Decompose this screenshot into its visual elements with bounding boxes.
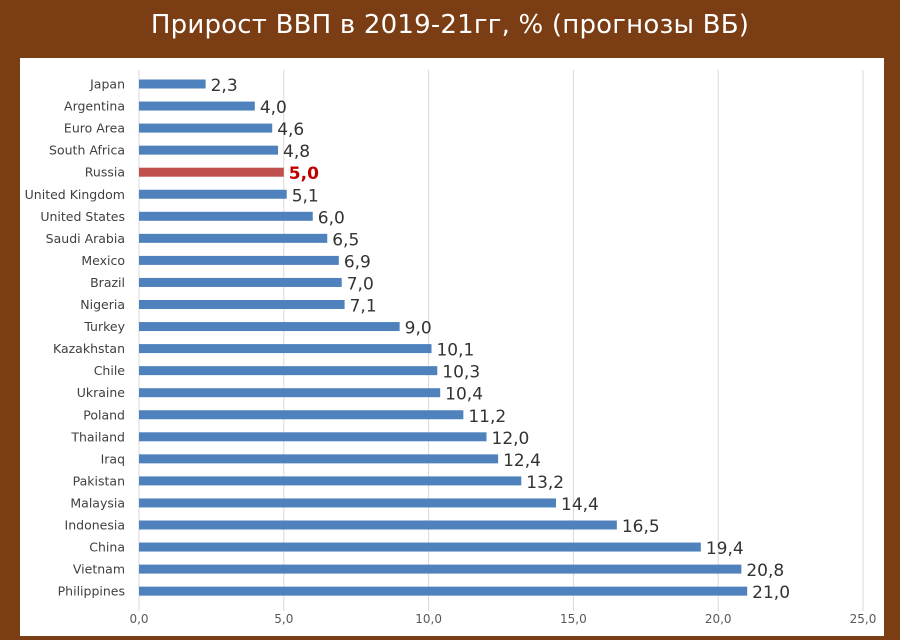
category-label: South Africa — [49, 143, 125, 158]
data-label: 5,1 — [292, 186, 319, 206]
bar — [139, 410, 464, 420]
bar — [139, 476, 522, 486]
data-label: 6,0 — [318, 208, 345, 228]
bar — [139, 79, 206, 89]
category-label: Vietnam — [73, 562, 125, 577]
category-label: Argentina — [64, 99, 125, 114]
data-label: 10,3 — [442, 363, 480, 383]
category-label: Saudi Arabia — [46, 231, 125, 246]
bar — [139, 432, 487, 442]
data-label: 4,8 — [283, 142, 310, 162]
bar — [139, 145, 279, 155]
category-label: Indonesia — [65, 518, 125, 533]
bar — [139, 300, 345, 309]
data-label: 4,0 — [260, 98, 287, 118]
category-label: Brazil — [90, 275, 125, 290]
data-label: 2,3 — [211, 76, 238, 96]
data-label: 21,0 — [752, 583, 790, 603]
category-label: Malaysia — [70, 495, 125, 510]
category-label: Iraq — [101, 451, 125, 466]
data-label: 12,4 — [503, 451, 541, 471]
gdp-growth-bar-chart: 0,0 5,0 10,0 15,0 20,0 25,0 Japan 2,3 Argentina 4… — [25, 70, 877, 626]
bar — [139, 322, 400, 332]
data-label: 19,4 — [706, 539, 744, 559]
x-tick-label: 15,0 — [560, 612, 587, 626]
bar — [139, 366, 438, 376]
data-label: 20,8 — [746, 561, 784, 581]
category-label: United Kingdom — [25, 187, 125, 202]
data-label: 6,5 — [332, 230, 359, 250]
data-label: 16,5 — [622, 517, 660, 537]
category-label: Euro Area — [64, 121, 125, 136]
category-label: Kazakhstan — [53, 341, 125, 356]
bar — [139, 498, 557, 508]
x-tick-label: 25,0 — [850, 612, 877, 626]
chart-title: Прирост ВВП в 2019-21гг, % (прогнозы ВБ) — [150, 10, 750, 40]
bar — [139, 211, 313, 221]
bar — [139, 255, 339, 265]
category-label: Ukraine — [77, 385, 126, 400]
data-label: 14,4 — [561, 495, 599, 515]
bar — [139, 388, 441, 398]
data-label: 7,1 — [350, 297, 377, 317]
category-label: Turkey — [83, 319, 125, 334]
category-label: Russia — [85, 165, 125, 180]
bar — [139, 123, 273, 133]
bar — [139, 454, 499, 464]
bar — [139, 277, 342, 287]
category-label: Poland — [83, 407, 125, 422]
category-label: China — [89, 540, 125, 555]
category-label: Thailand — [70, 429, 125, 444]
category-label: United States — [40, 209, 125, 224]
data-label: 4,6 — [277, 120, 304, 140]
header-bar: Прирост ВВП в 2019-21гг, % (прогнозы ВБ) — [0, 0, 900, 50]
data-label: 9,0 — [405, 319, 432, 339]
data-label: 10,4 — [445, 385, 483, 405]
category-label: Pakistan — [73, 473, 125, 488]
bar — [139, 564, 742, 574]
data-label: 6,9 — [344, 252, 371, 272]
bar — [139, 233, 328, 243]
bar — [139, 101, 255, 111]
bar — [139, 167, 284, 177]
category-label: Japan — [89, 77, 125, 92]
data-label: 5,0 — [289, 164, 319, 184]
data-label: 10,1 — [436, 341, 474, 361]
bar — [139, 189, 287, 199]
category-label: Chile — [94, 363, 126, 378]
data-label: 11,2 — [468, 407, 506, 427]
x-tick-label: 5,0 — [274, 612, 293, 626]
x-tick-label: 0,0 — [129, 612, 148, 626]
category-label: Nigeria — [80, 297, 125, 312]
data-label: 13,2 — [526, 473, 564, 493]
data-label: 12,0 — [492, 429, 530, 449]
x-tick-label: 10,0 — [415, 612, 442, 626]
category-label: Philippines — [58, 584, 125, 599]
data-label: 7,0 — [347, 274, 374, 294]
category-label: Mexico — [81, 253, 125, 268]
bar — [139, 520, 617, 530]
chart-panel: 0,0 5,0 10,0 15,0 20,0 25,0 Japan 2,3 Argentina 4… — [20, 58, 884, 636]
x-tick-label: 20,0 — [705, 612, 732, 626]
bar — [139, 542, 701, 552]
bar — [139, 344, 432, 354]
bar — [139, 586, 748, 596]
